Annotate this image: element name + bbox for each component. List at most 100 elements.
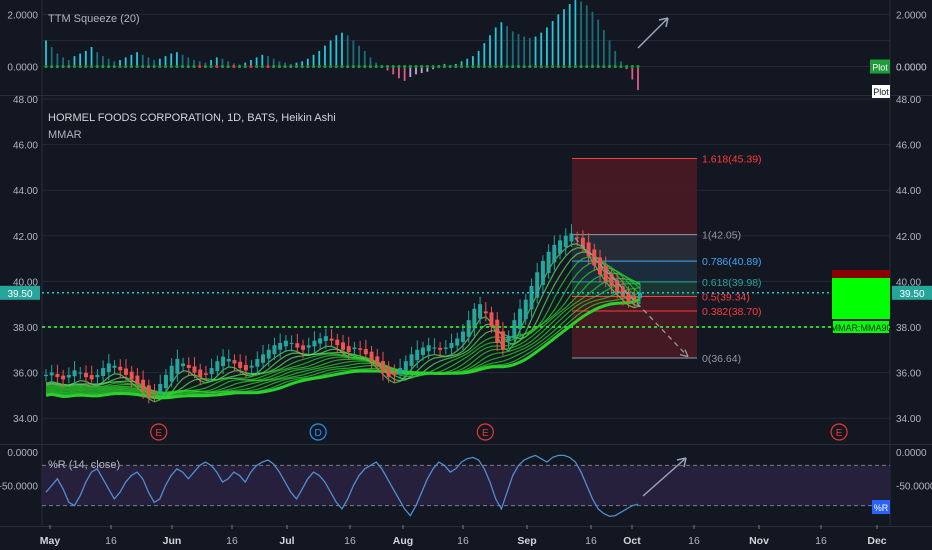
- candle-body[interactable]: [506, 336, 511, 341]
- squeeze-bar[interactable]: [614, 50, 617, 67]
- candle-body[interactable]: [535, 272, 540, 298]
- squeeze-bar[interactable]: [153, 60, 156, 67]
- candle-body[interactable]: [455, 338, 460, 346]
- squeeze-bar[interactable]: [267, 56, 269, 67]
- candle-body[interactable]: [426, 345, 431, 352]
- candle-body[interactable]: [580, 237, 585, 248]
- candle-body[interactable]: [221, 356, 226, 367]
- candle-body[interactable]: [558, 240, 563, 254]
- squeeze-bar[interactable]: [472, 56, 474, 67]
- squeeze-bar[interactable]: [119, 60, 121, 67]
- candle-body[interactable]: [243, 364, 248, 371]
- candle-body[interactable]: [278, 342, 283, 350]
- squeeze-bar[interactable]: [113, 61, 116, 67]
- candle-body[interactable]: [289, 342, 294, 344]
- candle-body[interactable]: [369, 351, 374, 362]
- candle-body[interactable]: [158, 384, 163, 393]
- squeeze-bar[interactable]: [528, 37, 531, 67]
- squeeze-bar[interactable]: [295, 62, 298, 67]
- candle-body[interactable]: [638, 292, 642, 299]
- squeeze-bar[interactable]: [56, 53, 59, 67]
- candle-body[interactable]: [586, 242, 591, 257]
- squeeze-bar[interactable]: [363, 50, 366, 67]
- squeeze-bar[interactable]: [176, 52, 178, 67]
- squeeze-bar[interactable]: [284, 62, 286, 67]
- squeeze-bar[interactable]: [324, 45, 326, 67]
- squeeze-bar[interactable]: [540, 32, 543, 67]
- squeeze-bar[interactable]: [477, 50, 480, 67]
- candle-body[interactable]: [358, 348, 363, 350]
- squeeze-bar[interactable]: [45, 40, 47, 67]
- candle-body[interactable]: [403, 361, 408, 371]
- squeeze-bar[interactable]: [181, 54, 184, 67]
- candle-body[interactable]: [238, 361, 243, 369]
- earnings-marker[interactable]: [309, 423, 327, 441]
- candle-body[interactable]: [380, 361, 385, 373]
- squeeze-bar[interactable]: [79, 53, 82, 67]
- candle-body[interactable]: [478, 304, 483, 319]
- squeeze-bar[interactable]: [631, 66, 634, 80]
- candle-body[interactable]: [55, 374, 60, 378]
- candle-body[interactable]: [415, 349, 420, 361]
- candle-body[interactable]: [375, 356, 380, 366]
- candle-body[interactable]: [49, 372, 54, 376]
- candle-body[interactable]: [146, 385, 151, 398]
- candle-body[interactable]: [323, 336, 328, 341]
- candle-body[interactable]: [312, 340, 317, 347]
- squeeze-bar[interactable]: [102, 56, 104, 67]
- candle-body[interactable]: [632, 296, 637, 300]
- candle-body[interactable]: [301, 345, 306, 350]
- squeeze-bar[interactable]: [84, 50, 87, 67]
- candle-body[interactable]: [341, 342, 345, 350]
- candle-body[interactable]: [255, 358, 260, 367]
- squeeze-bar[interactable]: [494, 27, 497, 67]
- candle-body[interactable]: [295, 343, 300, 348]
- candle-body[interactable]: [163, 374, 168, 389]
- squeeze-bar[interactable]: [141, 54, 144, 67]
- squeeze-bar[interactable]: [227, 61, 230, 67]
- candle-body[interactable]: [529, 285, 534, 310]
- squeeze-bar[interactable]: [250, 60, 252, 67]
- candle-body[interactable]: [112, 365, 117, 368]
- candle-body[interactable]: [192, 366, 197, 373]
- candle-body[interactable]: [141, 379, 146, 391]
- squeeze-bar[interactable]: [67, 60, 70, 67]
- squeeze-bar[interactable]: [215, 57, 218, 67]
- squeeze-bar[interactable]: [489, 35, 491, 67]
- candle-body[interactable]: [215, 361, 220, 372]
- squeeze-bar[interactable]: [386, 66, 389, 71]
- squeeze-bar[interactable]: [551, 20, 554, 67]
- squeeze-bar[interactable]: [62, 57, 64, 67]
- squeeze-bar[interactable]: [392, 66, 395, 75]
- candle-body[interactable]: [61, 375, 66, 380]
- candle-body[interactable]: [169, 365, 174, 382]
- candle-body[interactable]: [209, 368, 214, 375]
- candle-body[interactable]: [318, 338, 323, 344]
- candle-body[interactable]: [95, 374, 100, 378]
- candle-body[interactable]: [101, 368, 106, 377]
- williams-line[interactable]: [45, 454, 639, 517]
- candle-body[interactable]: [443, 347, 448, 349]
- candle-body[interactable]: [523, 299, 528, 320]
- squeeze-bar[interactable]: [210, 60, 212, 67]
- williams-panel[interactable]: 0.0000 0.0000 -50.0000 -50.0000 %R: [0, 448, 932, 517]
- squeeze-bar[interactable]: [261, 54, 264, 67]
- candle-body[interactable]: [352, 347, 357, 350]
- squeeze-bar[interactable]: [568, 4, 571, 67]
- squeeze-bar[interactable]: [352, 40, 355, 67]
- candle-body[interactable]: [106, 363, 111, 373]
- squeeze-bar[interactable]: [557, 14, 560, 67]
- squeeze-bar[interactable]: [244, 62, 247, 67]
- candle-body[interactable]: [540, 260, 545, 285]
- squeeze-bar[interactable]: [124, 57, 127, 67]
- squeeze-bar[interactable]: [574, 0, 577, 67]
- candle-body[interactable]: [118, 366, 123, 371]
- squeeze-bar[interactable]: [158, 58, 161, 67]
- candle-body[interactable]: [620, 286, 625, 298]
- candle-body[interactable]: [261, 354, 266, 363]
- candle-body[interactable]: [466, 320, 471, 337]
- candle-body[interactable]: [135, 375, 140, 384]
- squeeze-bar[interactable]: [460, 61, 463, 67]
